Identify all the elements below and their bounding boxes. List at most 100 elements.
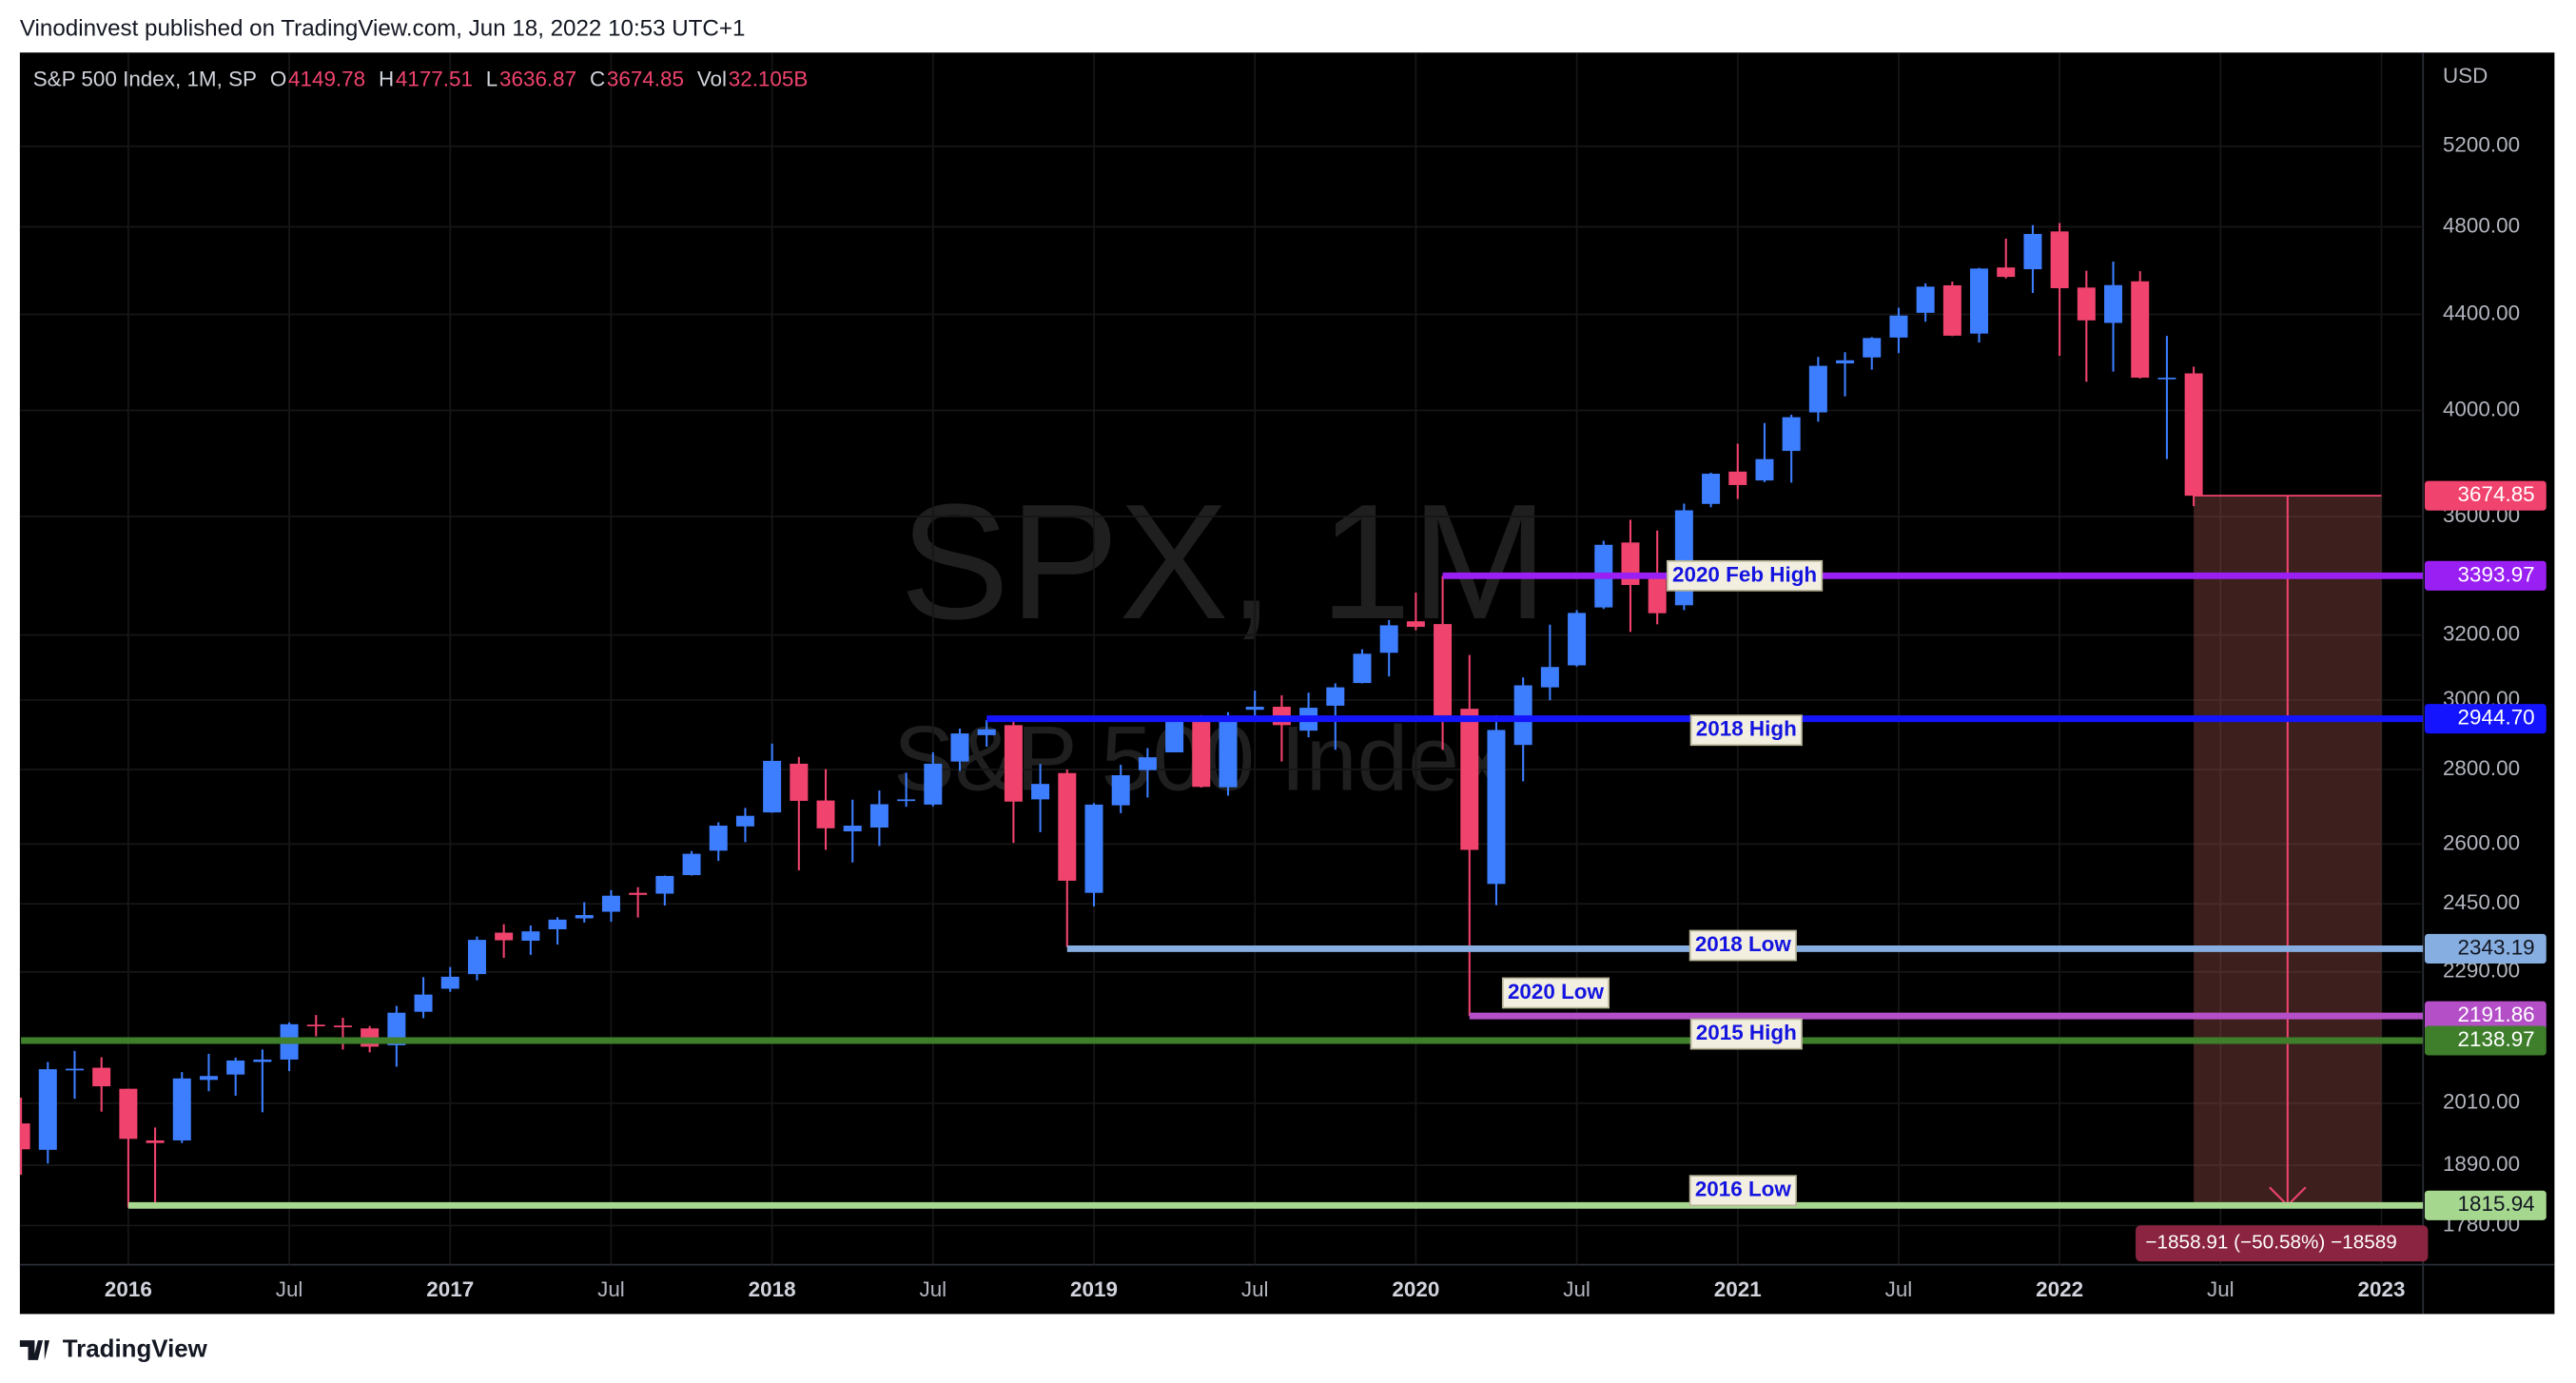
- candle-body: [253, 1059, 272, 1062]
- candle-body: [1540, 667, 1559, 688]
- candle-body: [19, 1123, 30, 1150]
- y-tick-label: 3200.00: [2443, 622, 2520, 646]
- legend-item: Vol: [697, 68, 727, 91]
- candle-body: [1863, 338, 1882, 358]
- candle-body: [1379, 625, 1398, 653]
- candle-body: [682, 853, 701, 876]
- level-label: 2020 Feb High: [1666, 559, 1824, 592]
- candle-body: [521, 931, 540, 942]
- y-tick-label: 4000.00: [2443, 397, 2520, 420]
- price-label: 2138.97: [2458, 1027, 2535, 1051]
- level-label-box: [1689, 1018, 1803, 1050]
- y-tick-label: 1890.00: [2443, 1152, 2520, 1176]
- price-label-box: [2424, 560, 2547, 591]
- legend-item: 4149.78: [288, 68, 365, 91]
- level-label: 2018 Low: [1688, 929, 1797, 962]
- candle-body: [414, 994, 433, 1012]
- currency: USD: [2443, 64, 2488, 88]
- y-tick-label: 4800.00: [2443, 213, 2520, 237]
- plot: [19, 52, 2424, 1265]
- footer: TradingView: [63, 1335, 208, 1362]
- candle-body: [495, 932, 514, 941]
- candle-body: [387, 1012, 406, 1045]
- candle-body: [1434, 624, 1453, 716]
- level-name: 2015 High: [1696, 1021, 1797, 1044]
- x-tick-label: Jul: [2207, 1277, 2234, 1301]
- candle-body: [1487, 730, 1506, 885]
- candle-body: [1245, 707, 1264, 711]
- candle-body: [869, 804, 888, 828]
- candle-body: [1728, 471, 1747, 485]
- y-tick-label: 2010.00: [2443, 1090, 2520, 1114]
- level-label: 2020 Low: [1501, 977, 1610, 1009]
- candle-body: [1138, 757, 1157, 770]
- candle-body: [843, 826, 862, 832]
- candle-body: [1702, 474, 1721, 504]
- candle-body: [1648, 578, 1667, 614]
- level-name: 2020 Feb High: [1672, 562, 1817, 586]
- x-tick-label: 2023: [2358, 1277, 2406, 1301]
- y-tick-label: 2800.00: [2443, 756, 2520, 780]
- candle-body: [709, 826, 728, 851]
- x-tick-label: Jul: [1885, 1277, 1913, 1301]
- candle-body: [2157, 378, 2176, 380]
- candle-body: [977, 729, 996, 735]
- legend: S&P 500 Index, 1M, SP O 4149.78 H 4177.51 L 36…: [33, 68, 809, 91]
- level-label: 2018 High: [1689, 714, 1803, 747]
- candle-body: [1513, 685, 1532, 746]
- candle-body: [897, 799, 916, 802]
- x-tick-label: 2021: [1714, 1277, 1762, 1301]
- level-name: 2020 Low: [1508, 980, 1605, 1003]
- candle-body: [146, 1140, 165, 1143]
- candle-body: [1782, 417, 1801, 452]
- candle-body: [790, 763, 809, 801]
- candle-body: [306, 1024, 325, 1027]
- candle-body: [1165, 718, 1184, 752]
- x-tick-label: 2020: [1392, 1277, 1439, 1301]
- candle-body: [1997, 267, 2016, 278]
- candle-body: [333, 1025, 352, 1027]
- candle-body: [1326, 687, 1345, 706]
- level-label-box: [1688, 929, 1797, 962]
- level-label-box: [1689, 714, 1803, 747]
- level-label-box: [1666, 559, 1824, 592]
- candle-body: [199, 1076, 218, 1081]
- candle-body: [38, 1069, 57, 1150]
- legend-item: 3636.87: [499, 68, 576, 91]
- x-tick-label: 2018: [749, 1277, 796, 1301]
- last-price-label: 3674.85: [2458, 482, 2535, 506]
- candle-body: [1836, 360, 1855, 364]
- candle-body: [655, 875, 674, 894]
- footer-logo: [19, 1340, 49, 1360]
- candle-body: [226, 1060, 245, 1075]
- candle-body: [1192, 716, 1211, 788]
- legend-item: L: [486, 68, 498, 91]
- level-label-box: [1501, 977, 1610, 1009]
- x-tick-label: 2016: [105, 1277, 152, 1301]
- price-label-box: [2424, 1025, 2547, 1056]
- candle-body: [172, 1078, 191, 1140]
- price-label: 1815.94: [2458, 1192, 2535, 1216]
- candle-body: [467, 940, 486, 975]
- candle-body: [1353, 653, 1372, 684]
- plot-background: [19, 52, 2555, 1315]
- level-label: 2016 Low: [1688, 1175, 1797, 1207]
- candle-body: [92, 1067, 111, 1087]
- candle-body: [924, 763, 943, 805]
- measure-label: −1858.91 (−50.58%) −18589: [2145, 1232, 2396, 1254]
- candle-body: [1460, 709, 1479, 850]
- measure-label-box: [2136, 1225, 2429, 1262]
- legend-item: C: [590, 68, 605, 91]
- price-label: 2343.19: [2458, 935, 2535, 959]
- candle-body: [119, 1088, 138, 1140]
- x-tick-label: 2019: [1070, 1277, 1118, 1301]
- level-name: 2018 High: [1696, 717, 1797, 741]
- legend-item: 32.105B: [729, 68, 809, 91]
- candle-body: [2077, 287, 2096, 321]
- candle-body: [1111, 775, 1130, 806]
- candle-body: [1084, 804, 1103, 893]
- candle-body: [1970, 268, 1989, 334]
- candle-body: [548, 919, 567, 929]
- candle-body: [65, 1068, 84, 1071]
